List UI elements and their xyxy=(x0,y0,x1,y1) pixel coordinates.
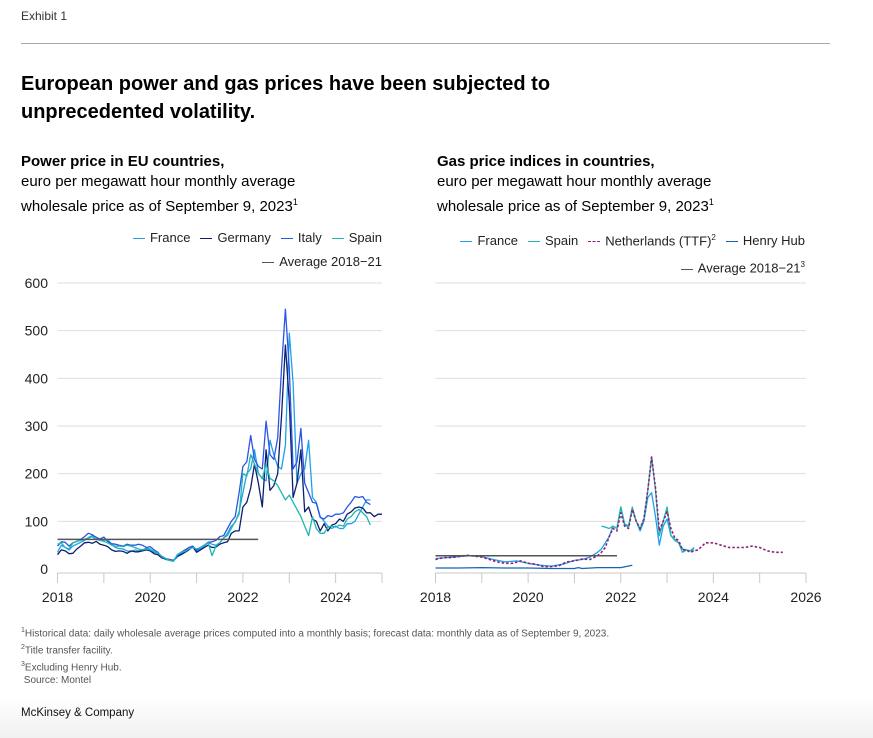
legend-item: Spain xyxy=(527,229,579,253)
series-line-france xyxy=(56,332,371,562)
x-tick-label: 2026 xyxy=(790,589,821,605)
footnotes: 1Historical data: daily wholesale averag… xyxy=(21,624,609,688)
footnote-ref: 2 xyxy=(711,233,716,242)
legend-label: Spain xyxy=(544,233,579,249)
legend-swatch xyxy=(132,238,145,240)
main-title: European power and gas prices have been … xyxy=(21,73,551,123)
legend-label: Henry Hub xyxy=(742,233,805,249)
gas-chart: 2018 2020 2022 2024 2026 xyxy=(420,282,822,605)
series-line-italy xyxy=(57,308,371,562)
x-tick-label: 2020 xyxy=(135,589,166,605)
series-line-netherlands-ttf xyxy=(435,456,783,568)
legend-item: Henry Hub xyxy=(725,229,805,253)
legend-label: Spain xyxy=(348,230,382,245)
power-chart-title: Power price in EU countries, xyxy=(21,153,225,170)
legend-swatch xyxy=(262,262,275,264)
legend-swatch xyxy=(588,241,601,243)
legend-swatch xyxy=(331,238,344,240)
y-tick-label: 200 xyxy=(25,466,49,482)
gas-chart-title: Gas price indices in countries, xyxy=(437,153,655,170)
legend-swatch xyxy=(680,268,693,270)
legend-label: Germany xyxy=(217,230,271,245)
legend-item: France xyxy=(460,229,518,253)
gas-chart-subtitle-2: wholesale price as of September 9, 2023 xyxy=(437,198,709,215)
series-line-spain xyxy=(601,456,695,553)
gas-chart-title-block: Gas price indices in countries, euro per… xyxy=(437,152,714,217)
legend-label: France xyxy=(477,233,518,249)
footnote-3: 3Excluding Henry Hub. xyxy=(21,660,122,673)
exhibit-label: Exhibit 1 xyxy=(21,9,68,23)
legend-swatch xyxy=(725,241,738,243)
legend-item: France xyxy=(132,226,191,250)
series-line-henry-hub xyxy=(435,564,633,570)
series-line-germany xyxy=(56,344,382,562)
footer-band xyxy=(0,698,873,738)
x-tick-label: 2024 xyxy=(320,589,351,605)
y-tick-label: 100 xyxy=(25,513,49,529)
x-tick-label: 2022 xyxy=(227,589,258,605)
y-tick-label: 500 xyxy=(25,323,49,339)
source-note: Source: Montel xyxy=(21,675,92,687)
legend-row: France Germany Italy Spain xyxy=(60,226,382,250)
legend-swatch xyxy=(200,238,213,240)
legend-swatch xyxy=(527,241,540,243)
footnote-2: 2Title transfer facility. xyxy=(21,643,113,657)
legend-row: Average 2018−213 xyxy=(420,253,805,280)
y-tick-label: 400 xyxy=(25,370,49,386)
x-tick-label: 2018 xyxy=(42,589,73,605)
footnote-ref: 1 xyxy=(708,197,714,207)
legend-item: Average 2018−21 xyxy=(262,250,382,274)
legend-item: Germany xyxy=(200,226,271,250)
legend-swatch xyxy=(460,241,473,243)
legend-swatch xyxy=(280,238,293,240)
power-chart-subtitle-1: euro per megawatt hour monthly average xyxy=(21,173,296,190)
y-tick-label: 600 xyxy=(25,275,49,291)
gas-chart-legend: France Spain Netherlands (TTF)2 Henry Hub Av… xyxy=(420,226,805,281)
x-tick-label: 2024 xyxy=(698,589,729,605)
y-tick-label: 0 xyxy=(40,561,48,577)
power-chart-title-block: Power price in EU countries, euro per me… xyxy=(21,152,298,217)
legend-item: Spain xyxy=(331,226,382,250)
x-tick-label: 2020 xyxy=(513,589,544,605)
legend-label: Average 2018−21 xyxy=(279,254,382,269)
header-divider xyxy=(21,43,830,44)
footnote-ref: 1 xyxy=(292,197,298,207)
power-chart: 0 100 200 300 400 500 600 2018 2020 2022 2024 xyxy=(25,275,383,605)
legend-row: France Spain Netherlands (TTF)2 Henry Hub xyxy=(420,226,805,253)
power-chart-legend: France Germany Italy Spain Average 2018−21 xyxy=(60,226,382,274)
power-chart-subtitle-2: wholesale price as of September 9, 2023 xyxy=(21,198,293,215)
legend-label: Netherlands (TTF) xyxy=(605,233,712,249)
legend-item: Average 2018−213 xyxy=(680,253,805,280)
footnote-1: 1Historical data: daily wholesale averag… xyxy=(21,627,610,640)
legend-label: France xyxy=(149,230,191,245)
series-line-spain xyxy=(57,453,371,563)
brand-logo-text: McKinsey & Company xyxy=(21,707,135,719)
gas-chart-subtitle-1: euro per megawatt hour monthly average xyxy=(437,173,712,190)
legend-label: Italy xyxy=(297,230,322,245)
y-tick-label: 300 xyxy=(25,418,49,434)
footnote-ref: 3 xyxy=(800,260,805,270)
legend-item: Italy xyxy=(280,226,322,250)
legend-item: Netherlands (TTF)2 xyxy=(588,226,716,253)
x-tick-label: 2018 xyxy=(420,589,451,605)
legend-label: Average 2018−21 xyxy=(697,260,801,276)
legend-row: Average 2018−21 xyxy=(60,250,382,274)
x-tick-label: 2022 xyxy=(605,589,636,605)
